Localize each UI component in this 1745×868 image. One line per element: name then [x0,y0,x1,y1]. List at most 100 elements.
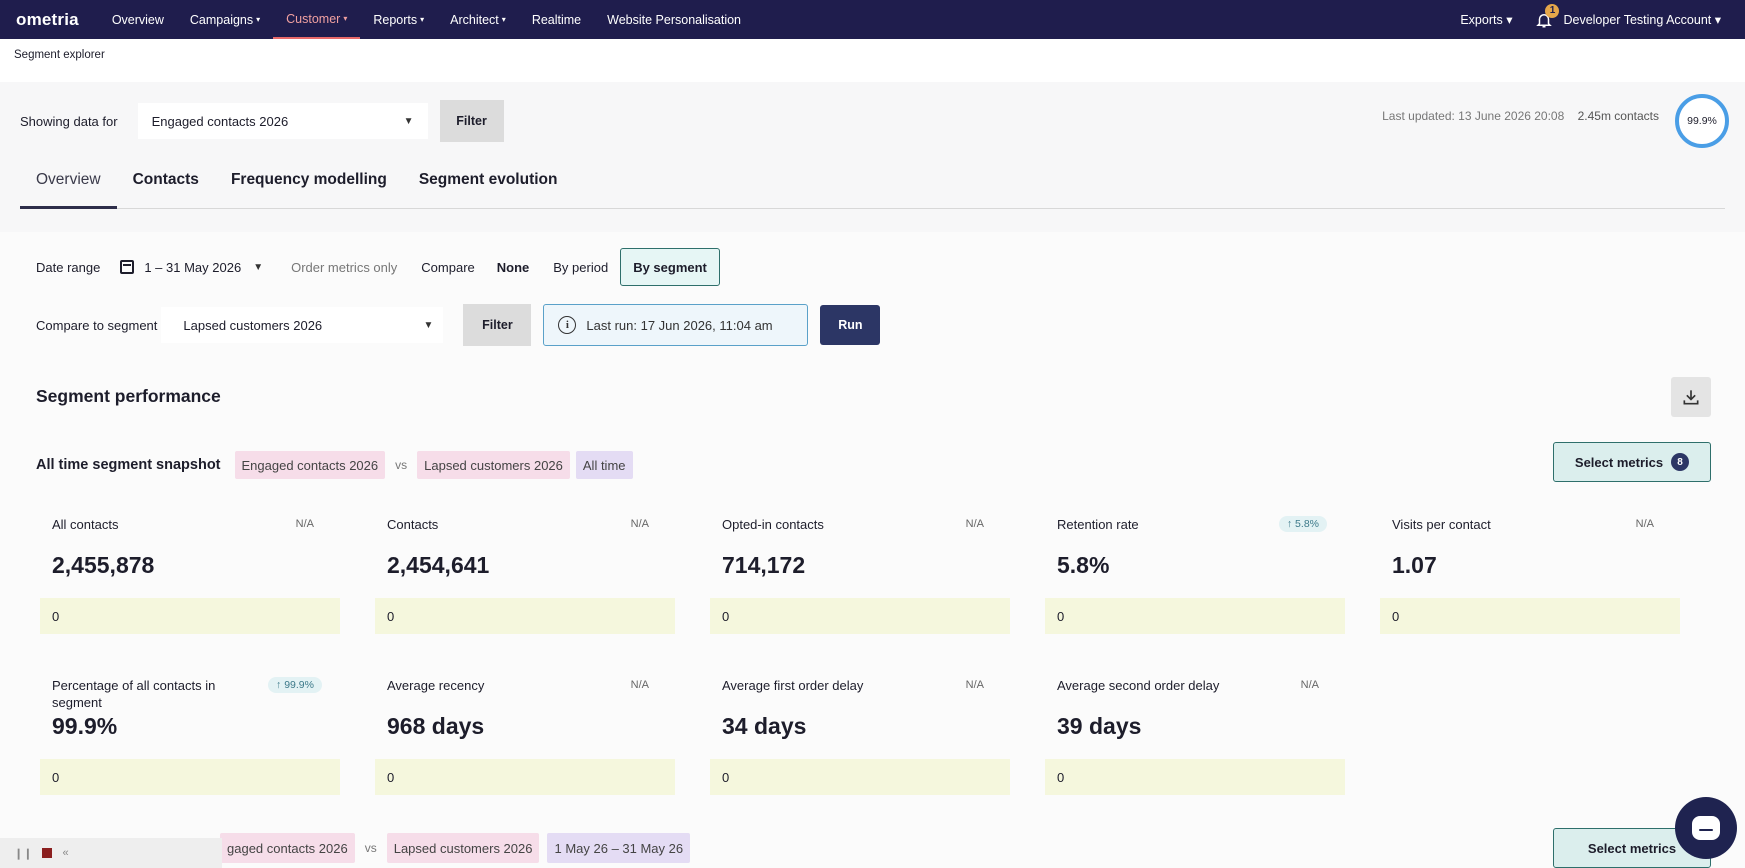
nav-right: Exports ▾ 1 Developer Testing Account ▾ [1447,0,1745,39]
caret-icon: ▾ [343,14,348,23]
period-tag: All time [575,451,633,479]
metric-badge: N/A [630,679,649,691]
period-snapshot-header: gaged contacts 2026 vs Lapsed customers … [220,833,691,863]
metric-card: Average second order delay N/A 39 days 0 [1041,677,1345,815]
metric-badge: N/A [1300,679,1319,691]
metric-compare-value: 0 [1045,759,1345,795]
notification-badge: 1 [1545,3,1560,18]
metric-value: 968 days [387,713,485,739]
metric-card: All contacts N/A 2,455,878 0 [36,516,340,654]
last-run-notice: i Last run: 17 Jun 2026, 11:04 am [543,304,809,346]
metric-name: Contacts [387,517,439,532]
pause-icon[interactable]: ❙❙ [14,847,33,860]
stop-record-icon[interactable] [42,848,53,858]
tab-frequency-modelling[interactable]: Frequency modelling [230,171,387,188]
metric-card: Average recency N/A 968 days 0 [371,677,675,815]
nav-architect[interactable]: Architect ▾ [450,12,506,27]
compare-to-label: Compare to segment [36,317,158,333]
caret-icon: ▾ [501,15,506,24]
chevron-down-icon: ▼ [253,261,264,273]
notifications-button[interactable]: 1 [1533,3,1560,31]
coverage-value: 99.9% [1687,115,1717,127]
metric-compare-value: 0 [1380,598,1680,634]
metric-name: Opted-in contacts [722,517,824,532]
metric-card: Contacts N/A 2,454,641 0 [371,516,675,654]
chevron-down-icon: ▼ [403,115,414,127]
download-button[interactable] [1671,377,1711,417]
tab-overview[interactable]: Overview [20,167,117,209]
compare-none-button[interactable]: None [496,259,530,275]
vs-label: vs [395,458,408,472]
segment-select[interactable]: Engaged contacts 2026 ▼ [137,103,428,139]
chat-button[interactable] [1675,797,1737,859]
segment-b-tag: Lapsed customers 2026 [417,451,570,479]
compare-by-period-button[interactable]: By period [553,259,609,275]
metric-value: 2,454,641 [387,552,490,578]
info-icon: i [558,316,577,334]
nav-website-personalisation[interactable]: Website Personalisation [607,12,742,27]
compare-label: Compare [421,259,475,275]
metric-change-badge: ↑ 5.8% [1278,516,1327,532]
vs-label: vs [364,841,377,855]
metric-name: Average second order delay [1057,678,1220,693]
last-updated-text: Last updated: 13 June 2026 20:08 [1382,109,1565,123]
compare-filter-button[interactable]: Filter [463,304,532,346]
metric-card: Percentage of all contacts in segment ↑ … [36,677,340,815]
compare-segment-value: Lapsed customers 2026 [183,317,323,333]
nav-menu: Overview Campaigns ▾ Customer ▾ Reports ▾ A… [99,0,754,39]
tab-contacts[interactable]: Contacts [132,171,199,188]
metric-name: Average first order delay [722,678,864,693]
nav-realtime[interactable]: Realtime [531,12,582,27]
metric-compare-value: 0 [1045,598,1345,634]
segment-select-value: Engaged contacts 2026 [151,113,289,129]
nav-overview[interactable]: Overview [111,12,164,27]
metric-value: 2,455,878 [52,552,155,578]
segment-a-tag: Engaged contacts 2026 [234,451,386,479]
coverage-ring: 99.9% [1675,94,1729,148]
metric-change-badge: ↑ 99.9% [268,677,322,693]
account-menu[interactable]: Developer Testing Account ▾ [1563,13,1721,27]
section-title: Segment performance [36,386,221,406]
run-button[interactable]: Run [820,305,881,345]
metric-name: Visits per contact [1392,517,1491,532]
caret-icon: ▾ [420,15,425,24]
compare-segment-select[interactable]: Lapsed customers 2026 ▼ [161,307,444,343]
last-run-text: Last run: 17 Jun 2026, 11:04 am [586,317,773,333]
ometria-logo[interactable]: ometria [16,9,79,29]
metric-value: 34 days [722,713,807,739]
nav-customer[interactable]: Customer ▾ [273,0,361,39]
breadcrumb: Segment explorer [14,49,105,61]
nav-reports[interactable]: Reports ▾ [373,12,425,27]
metric-badge: N/A [965,679,984,691]
metric-card: Visits per contact N/A 1.07 0 [1376,516,1680,654]
chevron-down-icon: ▼ [423,319,434,331]
tab-segment-evolution[interactable]: Segment evolution [418,171,558,188]
metric-value: 714,172 [722,552,806,578]
segment-b-tag: Lapsed customers 2026 [386,833,540,863]
nav-campaigns[interactable]: Campaigns ▾ [189,12,261,27]
metric-badge: N/A [965,518,984,530]
metric-compare-value: 0 [375,598,675,634]
select-metrics-button[interactable]: Select metrics 8 [1553,442,1711,482]
segment-selector-row: Showing data for Engaged contacts 2026 ▼… [20,100,504,142]
caret-icon: ▾ [256,15,261,24]
last-updated: Last updated: 13 June 2026 20:08 2.45m c… [1382,109,1659,123]
metrics-count-badge: 8 [1671,453,1690,471]
collapse-icon[interactable]: « [62,847,69,859]
order-metrics-only[interactable]: Order metrics only [291,259,398,275]
compare-segment-row: Compare to segment Lapsed customers 2026… [36,304,881,346]
contacts-count: 2.45m contacts [1577,109,1659,123]
metric-badge: N/A [630,518,649,530]
metric-name: Retention rate [1057,517,1139,532]
date-compare-row: Date range 1 – 31 May 2026 ▼ Order metri… [36,248,720,286]
compare-by-segment-button[interactable]: By segment [620,248,720,286]
date-range-value: 1 – 31 May 2026 [144,259,242,275]
date-range-label: Date range [36,259,101,275]
date-range-picker[interactable]: 1 – 31 May 2026 ▼ [120,260,263,275]
metric-compare-value: 0 [710,759,1010,795]
nav-exports[interactable]: Exports ▾ [1460,13,1513,27]
metric-badge: N/A [295,518,314,530]
metric-value: 39 days [1057,713,1142,739]
select-metrics-label: Select metrics [1574,454,1664,470]
filter-button[interactable]: Filter [439,100,504,142]
